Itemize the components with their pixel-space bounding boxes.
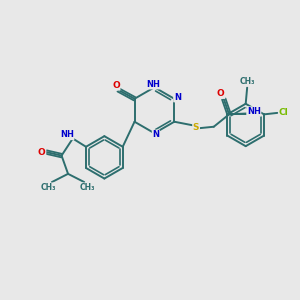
Text: CH₃: CH₃: [239, 77, 255, 86]
Text: O: O: [217, 89, 225, 98]
Text: NH: NH: [247, 107, 261, 116]
Text: CH₃: CH₃: [40, 183, 56, 192]
Text: O: O: [112, 81, 120, 90]
Text: NH: NH: [146, 80, 160, 89]
Text: O: O: [38, 148, 46, 157]
Text: N: N: [174, 93, 181, 102]
Text: Cl: Cl: [279, 108, 289, 117]
Text: S: S: [193, 123, 199, 132]
Text: NH: NH: [60, 130, 74, 140]
Text: N: N: [152, 130, 159, 139]
Text: CH₃: CH₃: [80, 183, 95, 192]
